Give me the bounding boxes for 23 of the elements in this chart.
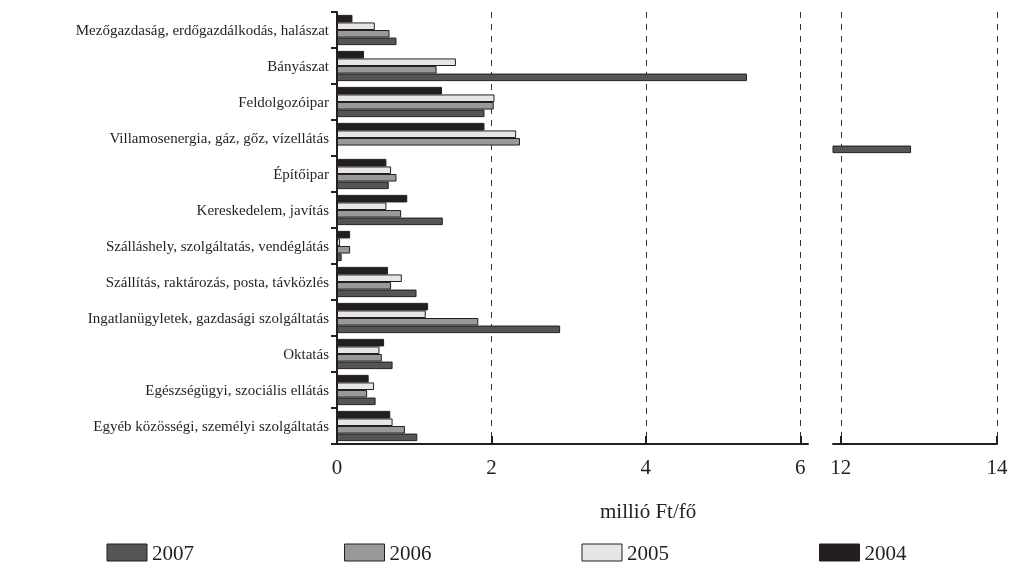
- y-tick-label: Egészségügyi, szociális ellátás: [145, 382, 330, 398]
- y-tick-label: Villamosenergia, gáz, gőz, vízellátás: [109, 130, 330, 146]
- y-tick-label: Egyéb közösségi, személyi szolgáltatás: [93, 418, 330, 434]
- legend-label: 2007: [152, 540, 194, 565]
- x-tick-label: 14: [986, 454, 1008, 479]
- y-tick-label: Oktatás: [283, 346, 330, 362]
- y-tick-label: Szállítás, raktározás, posta, távközlés: [105, 274, 330, 290]
- x-axis-title: millió Ft/fő: [600, 498, 697, 523]
- legend-label: 2004: [864, 540, 907, 565]
- legend-label: 2006: [389, 540, 432, 565]
- y-tick-label: Mezőgazdaság, erdőgazdálkodás, halászat: [75, 22, 330, 38]
- x-tick-label: 2: [486, 454, 497, 479]
- y-tick-label: Bányászat: [267, 58, 330, 74]
- y-tick-label: Feldolgozóipar: [238, 94, 329, 110]
- legend-label: 2005: [627, 540, 669, 565]
- y-tick-label: Szálláshely, szolgáltatás, vendéglátás: [105, 238, 330, 254]
- y-tick-label: Építőipar: [273, 166, 329, 182]
- x-tick-label: 6: [795, 454, 806, 479]
- x-tick-label: 4: [640, 454, 652, 479]
- y-tick-label: Ingatlanügyletek, gazdasági szolgáltatás: [87, 310, 330, 326]
- x-tick-label: 0: [331, 454, 343, 479]
- y-tick-label: Kereskedelem, javítás: [196, 202, 330, 218]
- x-tick-label: 12: [830, 454, 852, 479]
